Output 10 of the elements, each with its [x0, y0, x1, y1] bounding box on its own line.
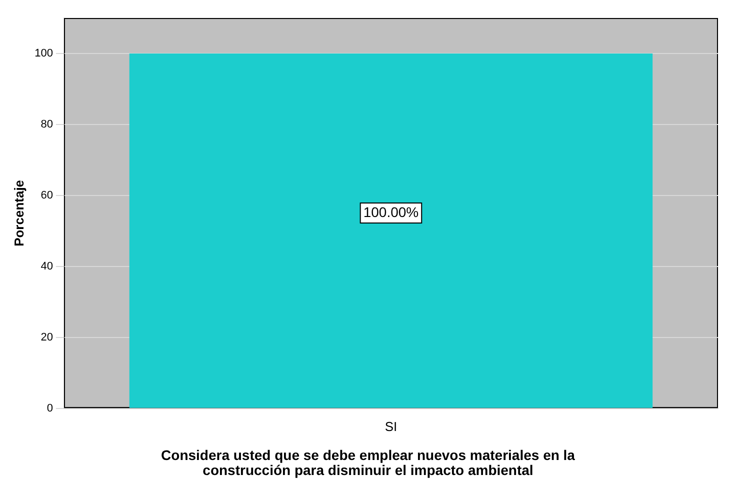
- y-tick-label: 60: [40, 189, 53, 202]
- x-tick-label: SI: [384, 418, 398, 434]
- x-axis-title: Considera usted que se debe emplear nuevos materiales en la construcción para disminuir el impacto ambiental: [160, 447, 576, 478]
- y-tick-label: 20: [40, 331, 53, 344]
- y-axis-title: Porcentaje: [11, 180, 26, 246]
- y-tick-label: 40: [40, 260, 53, 272]
- y-tick-label: 0: [46, 402, 53, 414]
- y-tick-label: 100: [34, 48, 53, 60]
- data-label: 100.00%: [363, 204, 419, 220]
- y-tick-label: 80: [40, 118, 53, 131]
